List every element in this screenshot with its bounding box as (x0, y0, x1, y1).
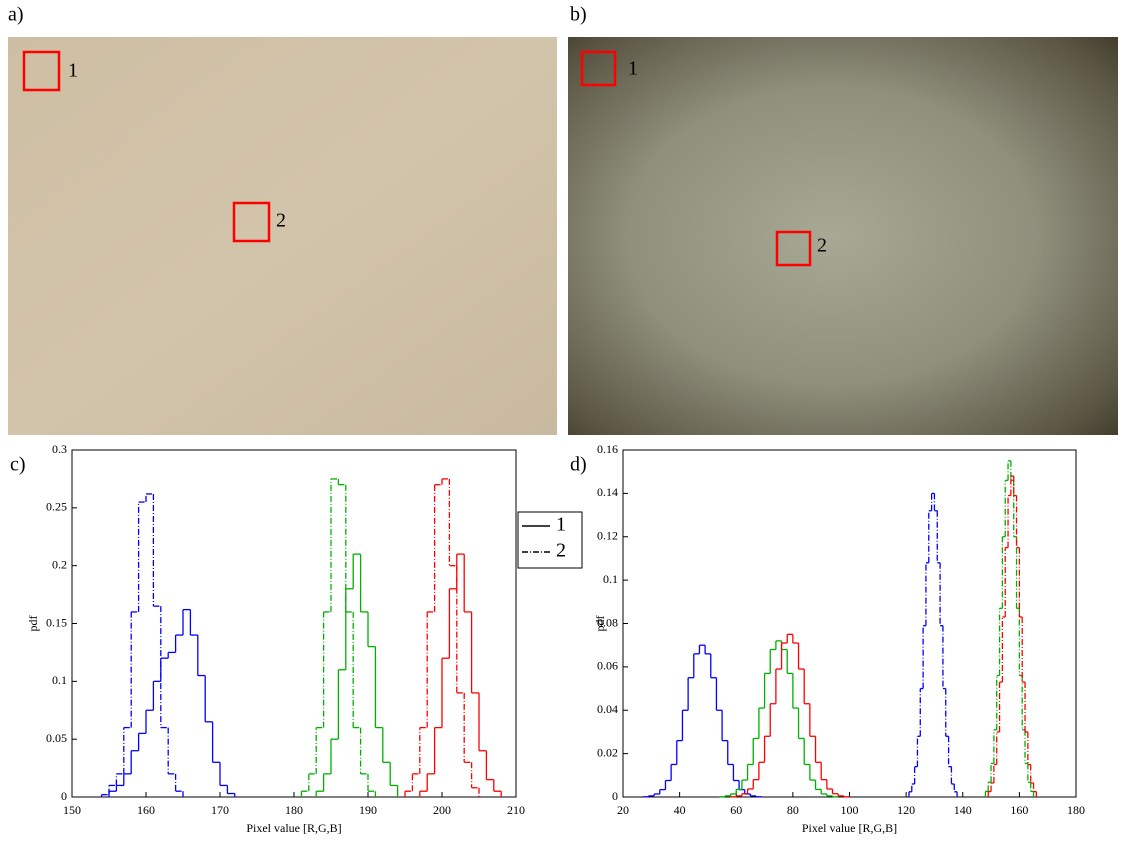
y-tick-label: 0.04 (597, 702, 618, 716)
photo (8, 37, 557, 435)
y-axis-label: pdf (26, 616, 40, 632)
y-tick-label: 0.05 (46, 731, 67, 745)
x-tick-label: 170 (211, 803, 229, 817)
panel-label: c) (10, 454, 26, 476)
panel-label: b) (570, 4, 587, 26)
y-tick-label: 0.1 (52, 673, 67, 687)
y-tick-label: 0 (61, 789, 67, 803)
region-box (232, 201, 271, 243)
x-tick-label: 190 (359, 803, 377, 817)
y-tick-label: 0.15 (46, 615, 67, 629)
y-tick-label: 0.25 (46, 500, 67, 514)
photo (568, 37, 1118, 435)
y-tick-label: 0.14 (597, 485, 618, 499)
x-tick-label: 20 (617, 803, 629, 817)
x-axis-label: Pixel value [R,G,B] (802, 821, 897, 835)
y-tick-label: 0.2 (52, 557, 67, 571)
x-tick-label: 140 (954, 803, 972, 817)
legend-box (517, 511, 583, 569)
x-tick-label: 100 (841, 803, 859, 817)
panel-label: a) (8, 4, 24, 26)
x-tick-label: 120 (897, 803, 915, 817)
region-box (22, 50, 61, 92)
x-tick-label: 150 (63, 803, 81, 817)
y-tick-label: 0.08 (597, 615, 618, 629)
x-tick-label: 160 (137, 803, 155, 817)
y-tick-label: 0.06 (597, 659, 618, 673)
region-label: 1 (628, 58, 638, 80)
x-tick-label: 160 (1010, 803, 1028, 817)
y-tick-label: 0.02 (597, 745, 618, 759)
region-box (580, 50, 617, 87)
region-box (775, 230, 812, 267)
x-axis-label: Pixel value [R,G,B] (246, 821, 341, 835)
x-tick-label: 200 (433, 803, 451, 817)
x-tick-label: 180 (1067, 803, 1085, 817)
x-tick-label: 40 (674, 803, 686, 817)
legend-label: 1 (556, 514, 566, 536)
x-tick-label: 60 (730, 803, 742, 817)
y-tick-label: 0.16 (597, 442, 618, 456)
region-label: 1 (68, 60, 78, 82)
legend-label: 2 (556, 540, 566, 562)
y-tick-label: 0 (612, 789, 618, 803)
y-tick-label: 0.1 (603, 572, 618, 586)
y-tick-label: 0.12 (597, 529, 618, 543)
x-tick-label: 180 (285, 803, 303, 817)
region-label: 2 (817, 235, 827, 257)
y-tick-label: 0.3 (52, 442, 67, 456)
x-tick-label: 80 (787, 803, 799, 817)
region-label: 2 (276, 210, 286, 232)
x-tick-label: 210 (507, 803, 525, 817)
y-axis-label: pdf (593, 616, 607, 632)
panel-label: d) (570, 454, 587, 476)
